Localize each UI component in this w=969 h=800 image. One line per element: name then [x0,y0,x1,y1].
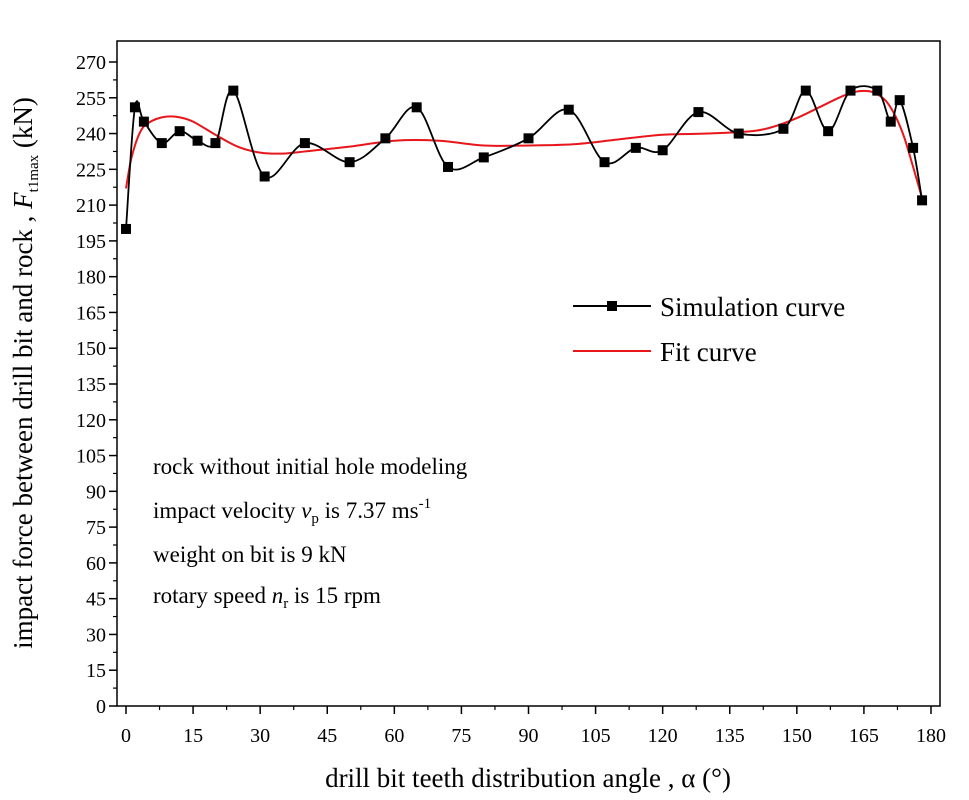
annotation-rotary-speed: rotary speed nr is 15 rpm [153,583,381,612]
simulation-data-point [174,126,185,137]
y-tick-label: 120 [76,410,106,432]
x-tick-label: 135 [715,725,745,747]
annotation-weight-on-bit: weight on bit is 9 kN [153,542,347,567]
y-axis-title-unit: (kN) [8,97,38,155]
annotation-speed-sub: r [283,596,288,612]
simulation-data-point [778,123,789,134]
annotation-speed-symbol: n [272,583,284,608]
y-tick-label: 255 [76,88,106,110]
x-tick-label: 30 [250,725,270,747]
simulation-data-point [630,142,641,153]
simulation-curve-line [125,85,923,230]
simulation-data-point [657,145,668,156]
simulation-data-point [156,138,167,149]
simulation-data-point [733,128,744,139]
simulation-data-point [908,142,919,153]
simulation-data-point [210,138,221,149]
fit-series [125,89,924,199]
x-tick-label: 105 [581,725,611,747]
y-tick-label: 45 [86,589,106,611]
x-tick-label: 150 [782,725,812,747]
y-tick-label: 150 [76,338,106,360]
y-tick-label: 135 [76,374,106,396]
simulation-data-point [228,85,239,96]
y-tick-label: 225 [76,159,106,181]
simulation-data-point [192,135,203,146]
simulation-data-point [138,116,149,127]
simulation-data-point [885,116,896,127]
simulation-data-point [693,107,704,118]
legend-fit-label: Fit curve [660,337,757,367]
annotation-velocity-sub: p [311,511,319,527]
y-tick-label: 105 [76,446,106,468]
x-tick-label: 0 [121,725,131,747]
simulation-data-point [478,152,489,163]
y-tick-label: 0 [96,696,106,718]
y-tick-label: 75 [86,517,106,539]
simulation-data-point [411,102,422,113]
simulation-data-point [523,133,534,144]
simulation-data-point [599,157,610,168]
simulation-data-point [563,104,574,115]
legend-simulation-label: Simulation curve [660,292,845,322]
simulation-data-point [917,195,928,206]
y-tick-label: 240 [76,124,106,146]
annotation-speed-post: is 15 rpm [288,583,381,608]
y-axis-title-symbol: F [8,192,38,210]
x-tick-label: 75 [451,725,471,747]
y-axis-title-main: impact force between drill bit and rock … [8,209,38,649]
simulation-data-point [299,138,310,149]
x-tick-label: 165 [849,725,879,747]
fit-curve-line [125,89,924,199]
y-tick-label: 210 [76,195,106,217]
annotation-velocity-pre: impact velocity [153,498,301,523]
simulation-data-point [121,223,131,234]
simulation-data-point [823,126,834,137]
x-tick-label: 90 [519,725,539,747]
simulation-data-point [894,95,905,106]
annotation-speed-pre: rotary speed [153,583,272,608]
annotation-rock-modeling: rock without initial hole modeling [153,454,468,479]
annotation-impact-velocity: impact velocity vp is 7.37 ms-1 [153,496,431,527]
y-tick-label: 15 [86,660,106,682]
y-tick-label: 90 [86,481,106,503]
simulation-data-point [872,85,883,96]
annotation-block: rock without initial hole modeling impac… [153,454,468,612]
y-tick-label: 195 [76,231,106,253]
y-tick-label: 30 [86,624,106,646]
annotation-velocity-post: is 7.37 ms [319,498,419,523]
annotation-velocity-sup: -1 [419,496,432,512]
x-tick-label: 45 [317,725,337,747]
simulation-data-point [259,171,270,182]
simulation-data-point [845,85,856,96]
y-axis-ticks: 0 15 30 45 60 75 90 105 120 135 150 165 180 195 210 225… [76,52,117,718]
legend-simulation-marker [607,301,617,311]
simulation-data-point [344,157,355,168]
simulation-data-point [443,161,453,172]
x-tick-label: 60 [384,725,404,747]
simulation-data-point [129,102,140,113]
y-tick-label: 270 [76,52,106,74]
x-axis-ticks: 0 15 30 45 60 75 90 105 120 135 150 165 180 [121,706,946,747]
y-tick-label: 60 [86,553,106,575]
y-axis-title: impact force between drill bit and rock … [8,97,42,649]
annotation-velocity-symbol: v [301,498,312,523]
x-tick-label: 15 [183,725,203,747]
y-tick-label: 165 [76,302,106,324]
simulation-series [121,85,928,234]
x-tick-label: 180 [916,725,946,747]
y-axis-title-subscript: t1max [26,154,42,192]
y-tick-label: 180 [76,267,106,289]
simulation-data-point [800,85,811,96]
x-axis-title: drill bit teeth distribution angle , α (… [325,763,731,793]
legend: Simulation curve Fit curve [573,292,845,367]
x-tick-label: 120 [648,725,678,747]
simulation-data-point [380,133,391,144]
